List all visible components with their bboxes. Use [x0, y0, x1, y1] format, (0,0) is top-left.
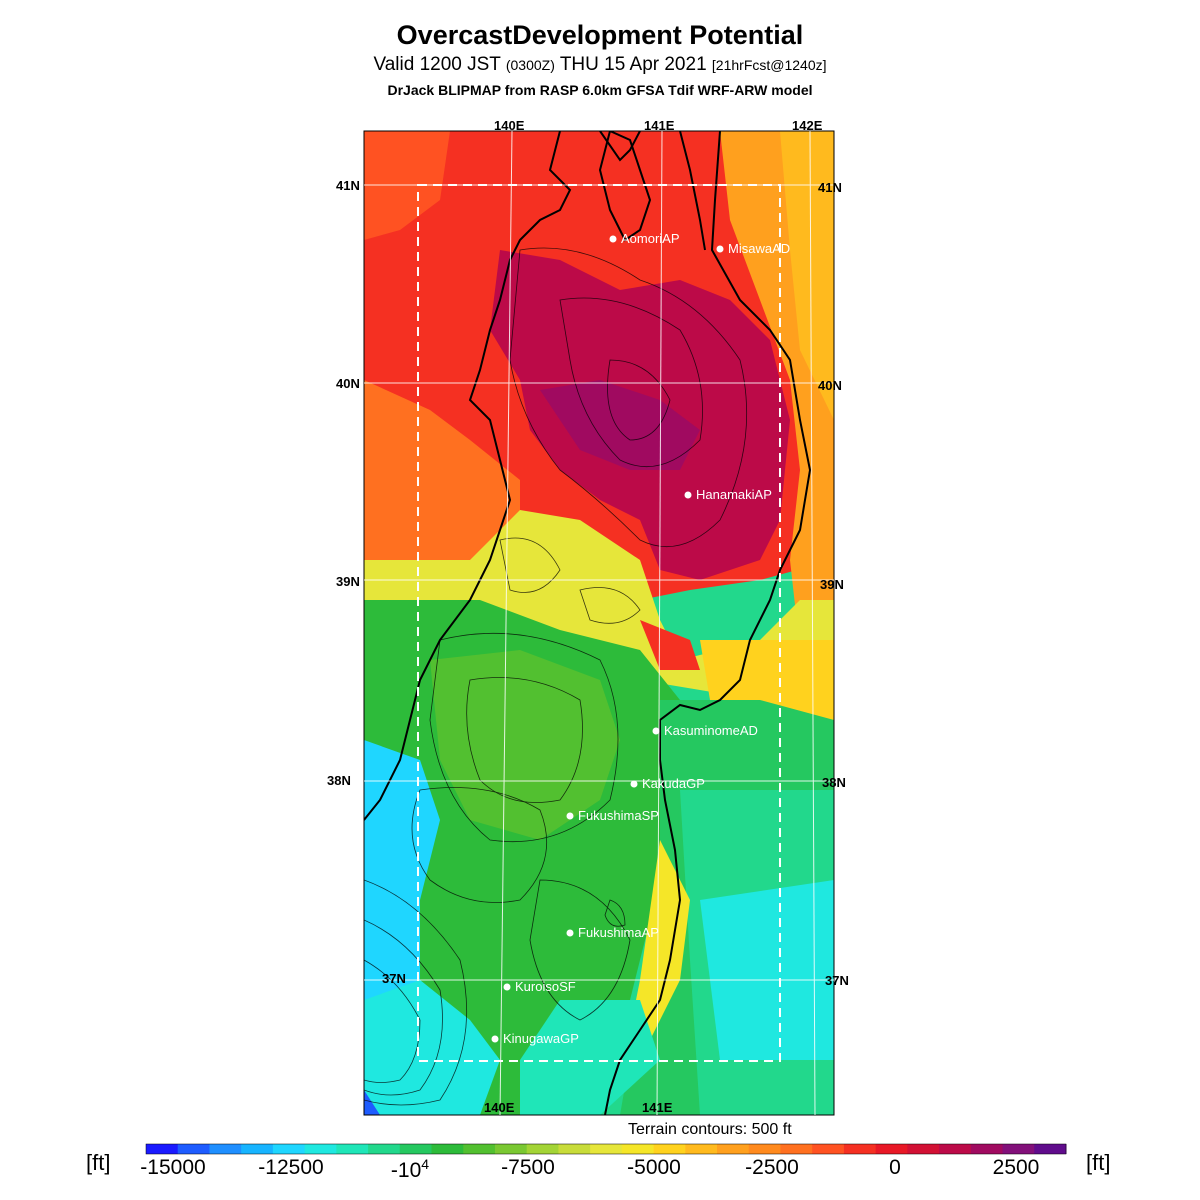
colorbar-tick-base: -10 — [390, 1159, 422, 1182]
valid-date: THU 15 Apr 2021 — [559, 54, 707, 75]
colorbar-swatch — [526, 1144, 559, 1154]
station-fukushimaap: FukushimaAP — [578, 925, 659, 940]
station-kinugawagp: KinugawaGP — [503, 1031, 579, 1046]
lat-label-39n-left: 39N — [336, 574, 360, 589]
colorbar-swatch — [241, 1144, 274, 1154]
lat-label-41n-right: 41N — [818, 180, 842, 195]
lat-label-37n-left: 37N — [382, 971, 406, 986]
colorbar-swatch — [558, 1144, 591, 1154]
colorbar-swatch — [1034, 1144, 1067, 1154]
lon-label-140e-bottom: 140E — [484, 1100, 515, 1115]
colorbar-swatch — [209, 1144, 242, 1154]
colorbar-swatch — [748, 1144, 781, 1154]
colorbar-swatch — [907, 1144, 940, 1154]
colorbar-tick: -2500 — [745, 1156, 799, 1179]
valid-time: Valid 1200 JST (0300Z) THU 15 Apr 2021 [… — [0, 54, 1200, 76]
lat-label-38n-left: 38N — [327, 773, 351, 788]
colorbar-tick-exp: -104 — [350, 1156, 470, 1183]
colorbar-swatch — [812, 1144, 845, 1154]
colorbar-border — [145, 1143, 1067, 1155]
inner-domain — [417, 184, 781, 1062]
colorbar-swatch — [272, 1144, 306, 1154]
model-credit: DrJack BLIPMAP from RASP 6.0km GFSA Tdif… — [387, 82, 813, 98]
station-kakudagp: KakudaGP — [642, 776, 705, 791]
map-field — [364, 131, 834, 1115]
lat-label-39n-right: 39N — [820, 577, 844, 592]
lon-label-140e-top: 140E — [494, 118, 525, 133]
colorbar-swatch — [304, 1144, 337, 1154]
map-title: OvercastDevelopment Potential — [396, 20, 804, 50]
lon-label-141e-bottom: 141E — [642, 1100, 673, 1115]
colorbar-swatch — [177, 1144, 210, 1154]
station-fukushimasp: FukushimaSP — [578, 808, 659, 823]
colorbar-unit-right: [ft] — [1086, 1150, 1111, 1175]
colorbar-tick: 0 — [889, 1156, 901, 1179]
colorbar-swatch — [463, 1144, 496, 1154]
colorbar-swatch — [653, 1144, 686, 1154]
colorbar-swatch — [621, 1144, 655, 1154]
colorbar-swatch — [843, 1144, 877, 1154]
colorbar-swatch — [590, 1144, 623, 1154]
valid-prefix: Valid 1200 JST — [373, 54, 501, 75]
station-misawaad: MisawaAD — [728, 241, 791, 256]
colorbar-swatch — [1002, 1144, 1035, 1154]
colorbar-swatch — [685, 1144, 718, 1154]
lat-label-40n-left: 40N — [336, 376, 360, 391]
colorbar-swatch — [399, 1144, 433, 1154]
colorbar-swatch — [875, 1144, 908, 1154]
valid-zulu: (0300Z) — [505, 57, 555, 73]
colorbar-tick: -5000 — [627, 1156, 681, 1179]
lat-label-41n-left: 41N — [336, 178, 360, 193]
colorbar-unit-left: [ft] — [86, 1150, 111, 1175]
colorbar-tick: -15000 — [140, 1156, 206, 1179]
station-kuroisosf: KuroisoSF — [515, 979, 576, 994]
station-kasuminomead: KasuminomeAD — [664, 723, 758, 738]
colorbar-tick-exponent: 4 — [421, 1156, 430, 1172]
colorbar-swatch — [368, 1144, 401, 1154]
lat-label-40n-right: 40N — [818, 378, 842, 393]
colorbar-swatch — [717, 1144, 750, 1154]
map-frame — [363, 130, 835, 1116]
terrain-note: Terrain contours: 500 ft — [628, 1121, 792, 1138]
lon-label-142e-top: 142E — [792, 118, 823, 133]
lat-label-37n-right: 37N — [825, 973, 849, 988]
station-hanamakiap: HanamakiAP — [696, 487, 772, 502]
colorbar-swatch — [970, 1144, 1004, 1154]
colorbar-tick: 2500 — [992, 1156, 1040, 1179]
colorbar-swatch — [336, 1144, 369, 1154]
colorbar-swatch — [494, 1144, 528, 1154]
colorbar-tick: -12500 — [258, 1156, 324, 1179]
colorbar-swatch — [431, 1144, 464, 1154]
station-dots — [491, 235, 724, 1043]
colorbar-swatch — [780, 1144, 813, 1154]
colorbar-swatch — [146, 1144, 179, 1154]
colorbar — [145, 1143, 1067, 1155]
colorbar-swatch — [939, 1144, 972, 1154]
station-aomoriap: AomoriAP — [621, 231, 680, 246]
lon-label-141e-top: 141E — [644, 118, 675, 133]
lat-label-38n-right: 38N — [822, 775, 846, 790]
colorbar-tick: -7500 — [501, 1156, 555, 1179]
valid-forecast: [21hrFcst@1240z] — [711, 57, 827, 73]
